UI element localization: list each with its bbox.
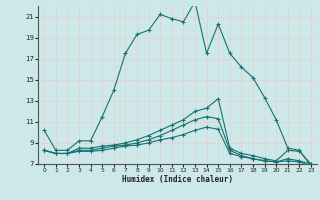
X-axis label: Humidex (Indice chaleur): Humidex (Indice chaleur) — [122, 175, 233, 184]
